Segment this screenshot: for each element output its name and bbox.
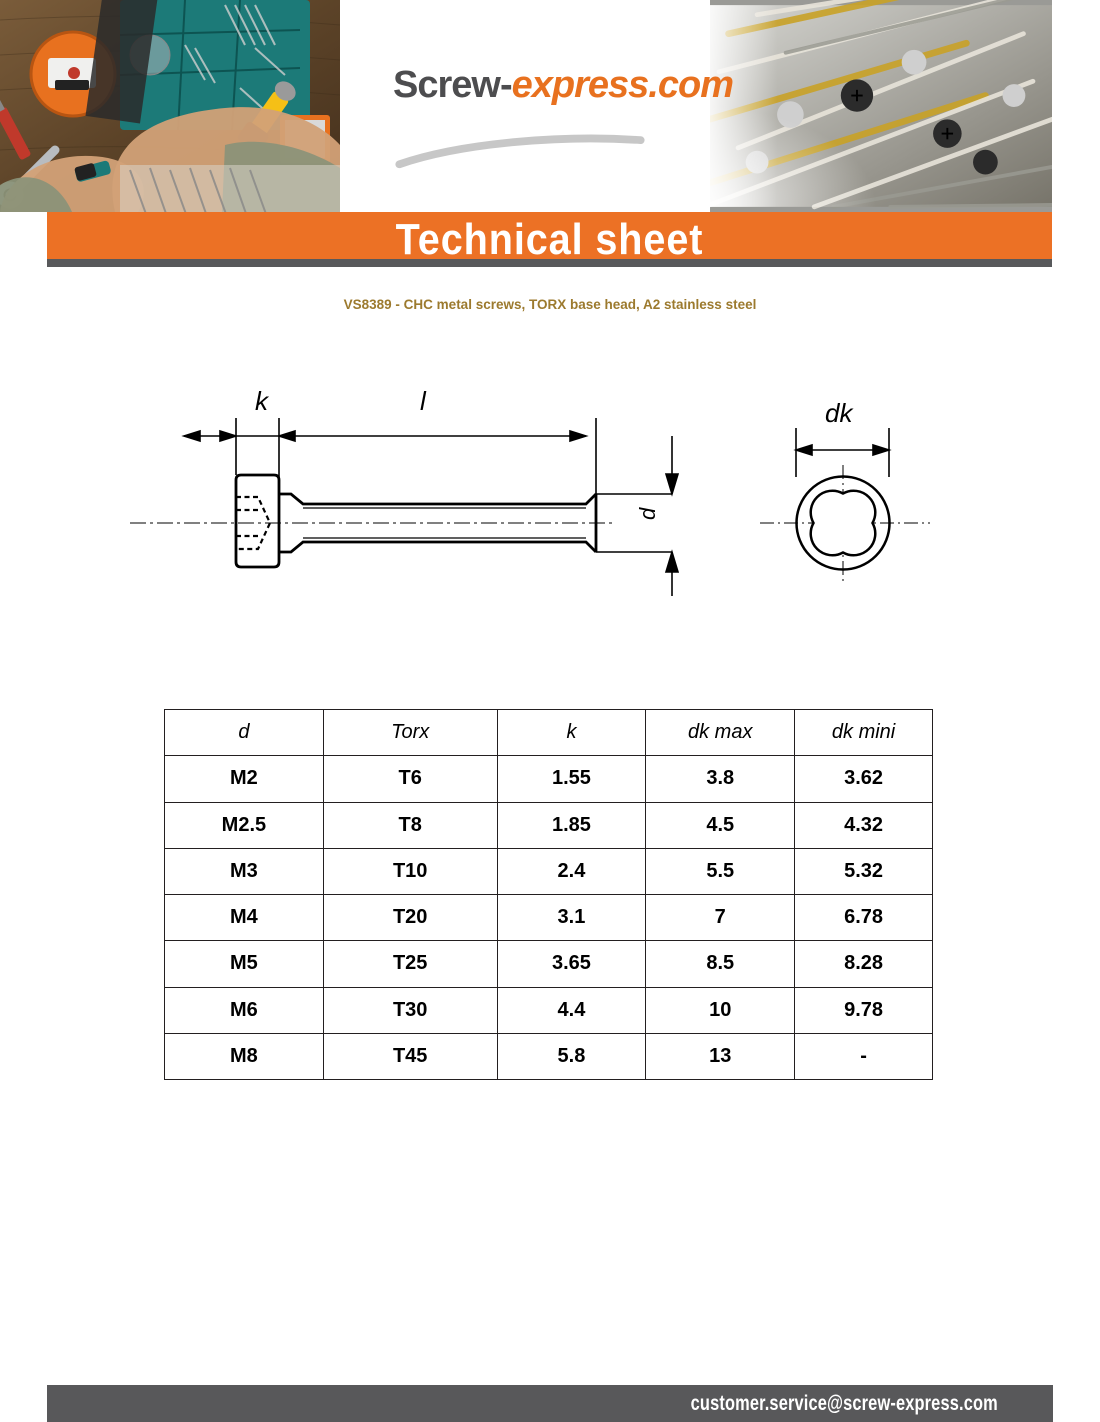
svg-text:k: k: [255, 386, 270, 416]
svg-text:l: l: [420, 386, 427, 416]
svg-text:dk: dk: [825, 398, 854, 428]
